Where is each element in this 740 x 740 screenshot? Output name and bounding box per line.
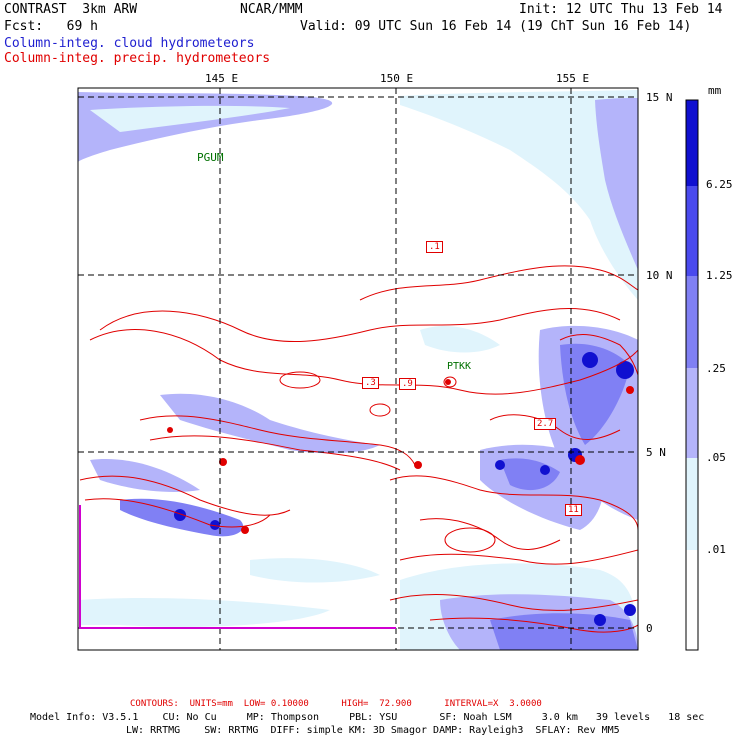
- institution: NCAR/MMM: [240, 2, 303, 17]
- lat-label: 5 N: [646, 446, 666, 459]
- colorbar-label: 1.25: [706, 269, 733, 282]
- colorbar-label: .05: [706, 451, 726, 464]
- contour-label: .3: [362, 377, 379, 389]
- valid-time: Valid: 09 UTC Sun 16 Feb 14 (19 ChT Sun …: [300, 19, 692, 34]
- contour-label: .9: [399, 378, 416, 390]
- lon-label: 145 E: [205, 72, 239, 85]
- init-time: Init: 12 UTC Thu 13 Feb 14: [519, 2, 723, 17]
- lon-label: 155 E: [556, 72, 590, 85]
- colorbar: [685, 99, 699, 651]
- model-info-line-1: Model Info: V3.5.1 CU: No Cu MP: Thompso…: [30, 712, 705, 723]
- station-label-ptkk: PTKK: [447, 361, 472, 372]
- lat-label: 0: [646, 622, 653, 635]
- model-title: CONTRAST 3km ARW: [4, 2, 138, 17]
- contour-label: 11: [565, 504, 582, 516]
- model-info-line-2: LW: RRTMG SW: RRTMG DIFF: simple KM: 3D …: [126, 725, 620, 736]
- contour-label: 2.7: [534, 418, 557, 430]
- lat-label: 15 N: [646, 91, 673, 104]
- contours-info: CONTOURS: UNITS=mm LOW= 0.10000 HIGH= 72…: [130, 699, 542, 709]
- field-label-cloud: Column-integ. cloud hydrometeors: [4, 36, 255, 51]
- lon-label: 150 E: [380, 72, 414, 85]
- colorbar-label: .25: [706, 362, 726, 375]
- colorbar-label: .01: [706, 543, 726, 556]
- colorbar-label: 6.25: [706, 178, 733, 191]
- field-label-precip: Column-integ. precip. hydrometeors: [4, 51, 271, 66]
- forecast-hour: Fcst: 69 h: [4, 19, 98, 34]
- colorbar-unit: mm: [708, 84, 722, 97]
- contour-label: .1: [426, 241, 443, 253]
- station-label-pgum: PGUM: [197, 151, 224, 164]
- map-frame: [77, 87, 639, 651]
- lat-label: 10 N: [646, 269, 673, 282]
- subdomain-box: [79, 505, 396, 629]
